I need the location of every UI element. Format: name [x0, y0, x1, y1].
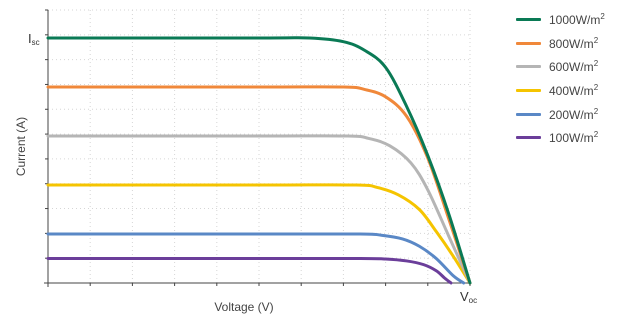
- grid: [48, 9, 471, 283]
- series-line-1000wm: [46, 36, 472, 285]
- legend-item: 200W/m2: [516, 102, 605, 126]
- legend-label: 800W/m2: [549, 35, 599, 51]
- x-axis-title: Voltage (V): [214, 300, 273, 314]
- y-tick-label-isc: Isc: [28, 31, 40, 47]
- legend-swatch: [516, 89, 541, 93]
- series-line-400wm: [46, 183, 472, 285]
- legend-item: 800W/m2: [516, 32, 605, 56]
- legend-label: 600W/m2: [549, 59, 599, 75]
- axes: [44, 9, 471, 287]
- legend-swatch: [516, 136, 541, 140]
- legend: 1000W/m2 800W/m2 600W/m2 400W/m2 200W/m2 100W…: [516, 8, 605, 150]
- legend-item: 600W/m2: [516, 55, 605, 79]
- legend-label: 400W/m2: [549, 83, 599, 99]
- legend-item: 100W/m2: [516, 126, 605, 150]
- legend-label: 200W/m2: [549, 106, 599, 122]
- x-tick-label-voc: Voc: [460, 289, 477, 305]
- legend-item: 400W/m2: [516, 79, 605, 103]
- series-line-600wm: [46, 134, 472, 285]
- series-lines: [46, 36, 472, 285]
- legend-swatch: [516, 41, 541, 45]
- legend-swatch: [516, 112, 541, 116]
- legend-label: 100W/m2: [549, 130, 599, 146]
- legend-swatch: [516, 65, 541, 69]
- series-line-100wm: [46, 256, 453, 285]
- tick-labels: Isc Voc: [28, 31, 477, 305]
- y-axis-title: Current (A): [14, 117, 28, 176]
- legend-label: 1000W/m2: [549, 12, 605, 28]
- series-line-200wm: [46, 232, 466, 285]
- legend-item: 1000W/m2: [516, 8, 605, 32]
- legend-swatch: [516, 18, 541, 22]
